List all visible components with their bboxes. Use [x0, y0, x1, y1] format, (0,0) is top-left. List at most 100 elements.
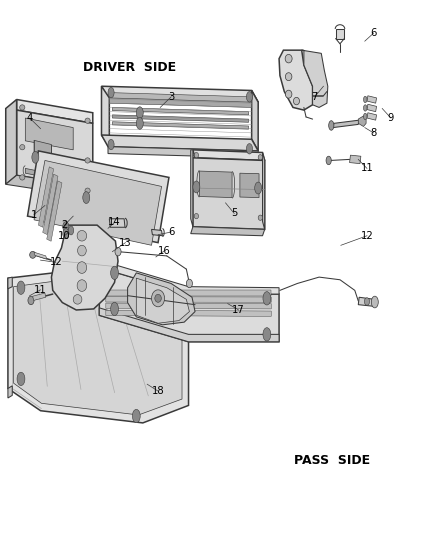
Polygon shape — [110, 219, 125, 227]
Ellipse shape — [286, 90, 292, 98]
Polygon shape — [240, 173, 259, 198]
Polygon shape — [106, 290, 271, 296]
Polygon shape — [6, 175, 93, 196]
Text: 6: 6 — [168, 227, 174, 237]
Ellipse shape — [286, 72, 292, 80]
Polygon shape — [136, 278, 189, 323]
Polygon shape — [350, 155, 361, 164]
Ellipse shape — [285, 54, 292, 63]
Polygon shape — [34, 160, 162, 245]
Ellipse shape — [328, 120, 334, 130]
Ellipse shape — [258, 215, 262, 220]
Ellipse shape — [20, 175, 25, 180]
Ellipse shape — [326, 156, 331, 165]
Ellipse shape — [194, 152, 198, 158]
Text: 6: 6 — [370, 28, 377, 38]
Ellipse shape — [85, 118, 90, 123]
Ellipse shape — [247, 143, 253, 154]
Polygon shape — [113, 122, 249, 129]
Polygon shape — [6, 100, 17, 184]
Polygon shape — [14, 276, 182, 415]
Polygon shape — [99, 268, 279, 342]
Polygon shape — [199, 171, 232, 198]
Polygon shape — [127, 273, 195, 325]
Ellipse shape — [20, 144, 25, 150]
Text: 11: 11 — [360, 164, 373, 173]
Text: 14: 14 — [108, 217, 121, 228]
Ellipse shape — [263, 328, 271, 341]
Polygon shape — [367, 113, 377, 120]
Ellipse shape — [108, 139, 114, 150]
Ellipse shape — [28, 296, 34, 305]
Text: 4: 4 — [27, 113, 33, 123]
Polygon shape — [8, 277, 12, 289]
Text: 8: 8 — [371, 128, 377, 138]
Ellipse shape — [17, 281, 25, 294]
Polygon shape — [8, 386, 12, 398]
Ellipse shape — [85, 188, 90, 193]
Ellipse shape — [186, 279, 192, 288]
Ellipse shape — [108, 87, 114, 98]
Ellipse shape — [247, 92, 253, 102]
Ellipse shape — [20, 105, 25, 110]
Ellipse shape — [364, 114, 367, 119]
Polygon shape — [367, 104, 377, 112]
Polygon shape — [113, 108, 249, 115]
Ellipse shape — [17, 372, 25, 385]
Polygon shape — [17, 100, 93, 123]
Polygon shape — [193, 158, 265, 229]
Polygon shape — [193, 150, 265, 160]
Ellipse shape — [77, 230, 87, 241]
Text: 12: 12 — [49, 257, 62, 267]
Polygon shape — [25, 168, 73, 183]
Polygon shape — [17, 110, 93, 187]
Ellipse shape — [73, 295, 82, 304]
Text: 10: 10 — [58, 231, 71, 241]
Polygon shape — [106, 310, 271, 317]
Ellipse shape — [85, 158, 90, 163]
Text: 12: 12 — [360, 231, 373, 241]
Text: 17: 17 — [232, 305, 245, 315]
Polygon shape — [33, 293, 46, 301]
Ellipse shape — [132, 409, 140, 423]
Polygon shape — [51, 225, 118, 310]
Polygon shape — [336, 29, 344, 38]
Ellipse shape — [63, 229, 69, 239]
Ellipse shape — [78, 245, 86, 256]
Polygon shape — [108, 147, 258, 158]
Polygon shape — [358, 116, 366, 126]
Polygon shape — [152, 229, 162, 236]
Polygon shape — [262, 152, 265, 229]
Ellipse shape — [136, 107, 143, 119]
Polygon shape — [39, 167, 53, 227]
Ellipse shape — [263, 292, 271, 305]
Text: 3: 3 — [168, 92, 174, 102]
Polygon shape — [34, 252, 47, 259]
Ellipse shape — [115, 247, 121, 256]
Ellipse shape — [136, 117, 143, 130]
Polygon shape — [99, 308, 279, 342]
Polygon shape — [191, 150, 193, 227]
Ellipse shape — [30, 252, 36, 259]
Polygon shape — [279, 50, 313, 110]
Polygon shape — [34, 140, 51, 156]
Text: 5: 5 — [231, 208, 237, 219]
Ellipse shape — [77, 262, 87, 273]
Ellipse shape — [111, 302, 118, 316]
Polygon shape — [43, 174, 58, 235]
Ellipse shape — [68, 226, 74, 235]
Polygon shape — [333, 120, 359, 127]
Text: 7: 7 — [311, 92, 318, 102]
Ellipse shape — [364, 105, 367, 111]
Polygon shape — [47, 181, 62, 241]
Polygon shape — [99, 260, 279, 294]
Polygon shape — [102, 86, 258, 102]
Polygon shape — [113, 115, 249, 122]
Polygon shape — [191, 227, 265, 236]
Ellipse shape — [155, 294, 161, 302]
Ellipse shape — [254, 182, 261, 194]
Polygon shape — [252, 91, 258, 151]
Polygon shape — [28, 151, 169, 243]
Polygon shape — [358, 297, 375, 306]
Text: 1: 1 — [31, 209, 37, 220]
